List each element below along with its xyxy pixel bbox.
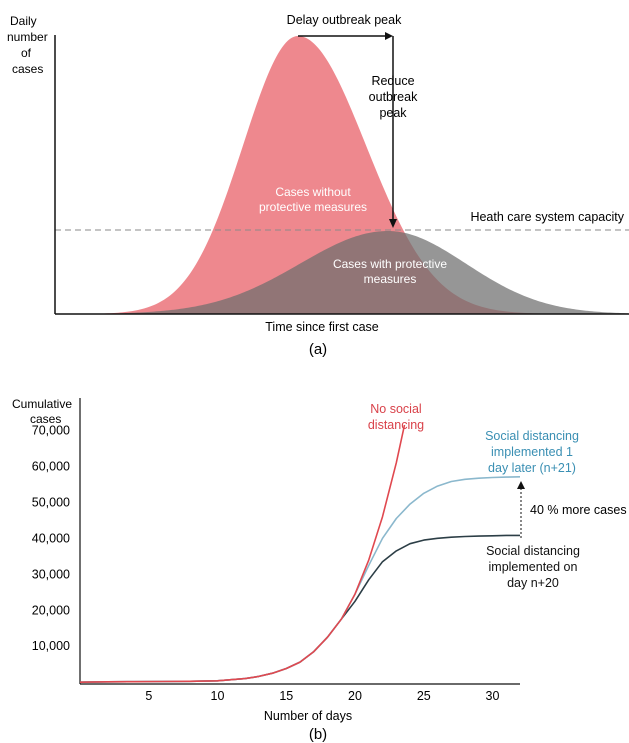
difference-arrowhead xyxy=(517,481,525,489)
panel-label-b: (b) xyxy=(309,726,327,743)
series-label-n20-3: day n+20 xyxy=(507,576,559,590)
panel-a: Daily number of cases Delay outbreak pea… xyxy=(7,13,629,358)
x-tick-label: 30 xyxy=(486,689,500,703)
y-label-a-1: Daily xyxy=(10,14,37,28)
x-label-a: Time since first case xyxy=(265,320,379,334)
y-tick-label: 70,000 xyxy=(32,423,70,437)
y-label-b-1: Cumulative xyxy=(12,397,72,411)
x-tick-label: 5 xyxy=(145,689,152,703)
x-tick-label: 25 xyxy=(417,689,431,703)
y-tick-label: 30,000 xyxy=(32,567,70,581)
y-label-a-2: number xyxy=(7,30,48,44)
series-line-2 xyxy=(79,534,520,683)
reduce-arrowhead xyxy=(389,219,397,228)
difference-label: 40 % more cases xyxy=(530,503,627,517)
series-label-n20-1: Social distancing xyxy=(486,544,580,558)
series-label-no-measures-1: Cases without xyxy=(275,185,351,199)
series-label-n21-1: Social distancing xyxy=(485,429,579,443)
y-tick-label: 50,000 xyxy=(32,495,70,509)
series-label-n21-2: implemented 1 xyxy=(491,445,573,459)
series-label-no-distancing-2: distancing xyxy=(368,418,424,432)
y-label-b-2: cases xyxy=(30,412,61,426)
series-label-n20-2: implemented on xyxy=(489,560,578,574)
x-tick-label: 15 xyxy=(279,689,293,703)
series-label-with-measures-2: measures xyxy=(364,272,417,286)
area-no-measures xyxy=(70,36,560,314)
reduce-label-2: outbreak xyxy=(369,90,418,104)
delay-label: Delay outbreak peak xyxy=(287,13,402,27)
panel-label-a: (a) xyxy=(309,341,327,358)
series-label-no-measures-2: protective measures xyxy=(259,200,367,214)
y-label-a-3: of xyxy=(21,46,32,60)
series-label-no-distancing-1: No social xyxy=(370,402,421,416)
series-line-1 xyxy=(79,476,521,683)
series-label-n21-3: day later (n+21) xyxy=(488,461,576,475)
reduce-label-1: Reduce xyxy=(371,74,414,88)
y-tick-label: 10,000 xyxy=(32,639,70,653)
panel-b: 5 10 15 20 25 30 10,000 20,000 30,000 40,000 50,00… xyxy=(12,397,627,743)
tick-labels-b: 5 10 15 20 25 30 10,000 20,000 30,000 40,000 50,00… xyxy=(32,423,500,703)
x-label-b: Number of days xyxy=(264,709,352,723)
capacity-label: Heath care system capacity xyxy=(470,210,624,224)
y-tick-label: 40,000 xyxy=(32,531,70,545)
y-tick-label: 60,000 xyxy=(32,459,70,473)
delay-arrowhead xyxy=(385,32,393,40)
x-tick-label: 10 xyxy=(211,689,225,703)
series-label-with-measures-1: Cases with protective xyxy=(333,257,447,271)
area-with-measures xyxy=(120,231,629,314)
x-tick-label: 20 xyxy=(348,689,362,703)
reduce-label-3: peak xyxy=(379,106,407,120)
series-lines-b xyxy=(79,424,521,683)
series-line-0 xyxy=(79,424,406,683)
y-tick-label: 20,000 xyxy=(32,603,70,617)
y-label-a-4: cases xyxy=(12,62,43,76)
